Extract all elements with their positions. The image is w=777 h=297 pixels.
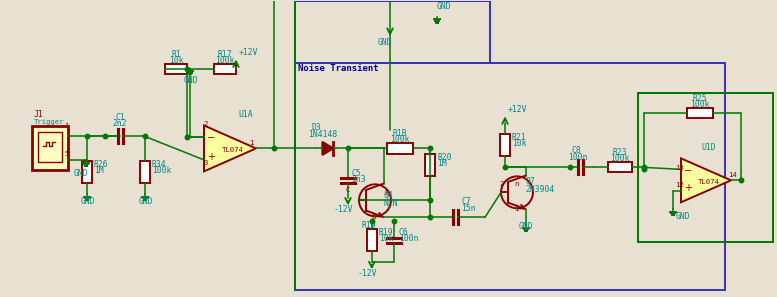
Text: E: E xyxy=(385,190,389,197)
Text: C6: C6 xyxy=(399,228,409,237)
Text: −: − xyxy=(684,165,692,176)
Bar xyxy=(140,161,150,183)
Text: R25: R25 xyxy=(692,94,707,102)
Bar xyxy=(295,1,490,63)
Text: R17: R17 xyxy=(218,50,232,59)
Polygon shape xyxy=(204,126,256,171)
Text: +12V: +12V xyxy=(508,105,528,113)
Text: GND: GND xyxy=(184,76,199,85)
Text: 1N4148: 1N4148 xyxy=(308,130,337,140)
Text: GND: GND xyxy=(518,222,533,231)
Text: GND: GND xyxy=(378,38,392,47)
Text: 1: 1 xyxy=(514,206,518,212)
Text: 3: 3 xyxy=(203,160,207,166)
Bar xyxy=(214,64,236,74)
Text: 100n: 100n xyxy=(399,234,418,243)
Text: -12V: -12V xyxy=(334,205,354,214)
Text: GND: GND xyxy=(437,2,451,11)
Text: Q7: Q7 xyxy=(525,177,535,186)
Bar xyxy=(425,154,435,176)
Text: R21: R21 xyxy=(512,133,527,143)
Text: 10k: 10k xyxy=(512,139,527,148)
Text: 2: 2 xyxy=(203,121,207,127)
Text: C: C xyxy=(345,187,350,193)
Text: C1: C1 xyxy=(115,113,125,121)
Text: C5: C5 xyxy=(352,169,362,178)
Text: 1: 1 xyxy=(249,140,253,146)
Bar xyxy=(295,63,725,290)
Text: R19: R19 xyxy=(362,221,376,230)
Text: 100k: 100k xyxy=(610,154,629,163)
Text: 10k: 10k xyxy=(379,234,393,243)
Polygon shape xyxy=(681,158,731,202)
Text: +: + xyxy=(207,151,215,162)
Text: 13: 13 xyxy=(675,165,684,170)
Text: C7: C7 xyxy=(461,198,471,206)
Text: GND: GND xyxy=(139,197,154,206)
Bar xyxy=(687,108,713,118)
Bar xyxy=(638,93,773,242)
Text: Noise Transient: Noise Transient xyxy=(298,64,378,73)
Text: U1A: U1A xyxy=(238,110,253,119)
Text: R26: R26 xyxy=(94,160,109,169)
Text: 100k: 100k xyxy=(152,166,172,175)
Text: GND: GND xyxy=(81,197,96,206)
Text: 14: 14 xyxy=(728,172,737,178)
Text: R34: R34 xyxy=(152,160,166,169)
Bar xyxy=(165,64,187,74)
Text: 10k: 10k xyxy=(169,56,183,65)
Bar xyxy=(387,143,413,154)
Text: 100k: 100k xyxy=(215,56,235,65)
Text: 100k: 100k xyxy=(390,135,409,144)
Text: 15n: 15n xyxy=(461,204,476,213)
Text: TL074: TL074 xyxy=(222,147,244,154)
Text: GND: GND xyxy=(676,212,691,221)
Text: NPN: NPN xyxy=(383,199,398,208)
Text: R1B: R1B xyxy=(392,129,407,138)
Bar xyxy=(38,132,62,162)
Text: 3n3: 3n3 xyxy=(352,175,367,184)
Bar xyxy=(367,229,377,251)
Polygon shape xyxy=(322,142,333,155)
Bar xyxy=(32,127,68,170)
Text: 5: 5 xyxy=(64,151,68,157)
Text: 100k: 100k xyxy=(690,99,709,108)
Text: 12: 12 xyxy=(675,182,684,188)
Text: GND: GND xyxy=(74,169,89,178)
Text: J1: J1 xyxy=(34,110,44,119)
Text: Trigger: Trigger xyxy=(34,119,64,126)
Text: R19: R19 xyxy=(379,228,393,237)
Text: -12V: -12V xyxy=(357,269,378,278)
Text: R23: R23 xyxy=(613,148,627,157)
Text: C8: C8 xyxy=(572,146,582,155)
Bar xyxy=(500,135,510,157)
Text: −: − xyxy=(207,133,215,143)
Bar xyxy=(608,162,632,172)
Text: R20: R20 xyxy=(437,153,451,162)
Text: 2N3904: 2N3904 xyxy=(525,185,554,194)
Text: n: n xyxy=(514,181,518,187)
Bar xyxy=(82,161,92,183)
Text: U1D: U1D xyxy=(701,143,716,152)
Text: B: B xyxy=(372,214,376,219)
Text: 1M: 1M xyxy=(437,159,447,168)
Text: 1: 1 xyxy=(64,124,68,129)
Text: 100n: 100n xyxy=(568,153,587,162)
Text: 1M: 1M xyxy=(94,166,104,175)
Text: 2n2: 2n2 xyxy=(112,119,127,129)
Text: D3: D3 xyxy=(312,124,322,132)
Text: +: + xyxy=(684,183,692,193)
Text: TL074: TL074 xyxy=(698,179,720,185)
Text: Q4: Q4 xyxy=(383,191,392,200)
Text: 2: 2 xyxy=(500,181,503,187)
Text: R1: R1 xyxy=(171,50,181,59)
Text: +12V: +12V xyxy=(239,48,259,57)
